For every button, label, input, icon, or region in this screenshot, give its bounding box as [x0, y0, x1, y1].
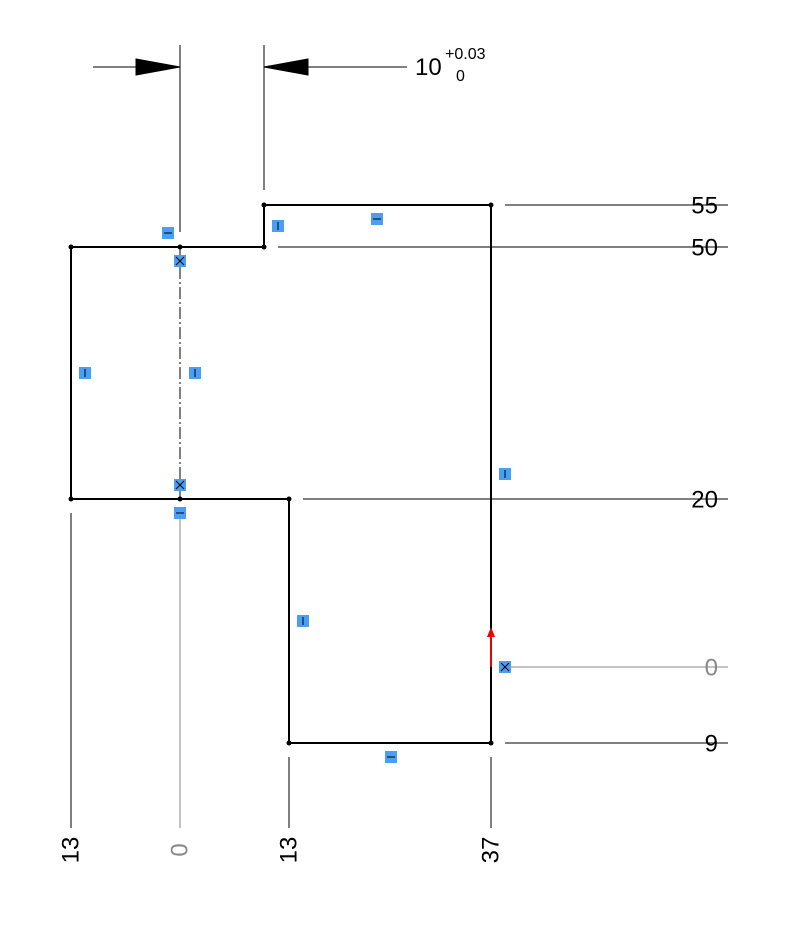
origin-arrow	[487, 627, 495, 637]
ordinate-label: 20	[691, 486, 718, 513]
vertex	[488, 202, 494, 208]
relation-glyph	[175, 256, 185, 266]
upper-tolerance: +0.03	[445, 46, 486, 63]
ordinate-label: 13	[275, 837, 302, 864]
vertex	[488, 740, 494, 746]
vertical-ordinate-lines	[278, 204, 728, 744]
ordinate-label: 0	[166, 843, 193, 856]
vertex	[177, 496, 183, 502]
ordinate-label: 55	[691, 192, 718, 219]
sketch-profile	[70, 204, 492, 744]
horizontal-ordinate-lines	[70, 513, 492, 828]
ordinate-label: 37	[477, 837, 504, 864]
ordinate-label: 0	[705, 654, 718, 681]
vertex	[286, 740, 292, 746]
vertex	[286, 496, 292, 502]
ordinate-label: 50	[691, 234, 718, 261]
arrowhead	[135, 58, 181, 76]
ordinate-label: 13	[57, 837, 84, 864]
vertex	[177, 244, 183, 250]
ordinate-label: 9	[705, 730, 718, 757]
vertex	[261, 202, 267, 208]
relation-glyph	[175, 480, 185, 490]
relation-glyph	[500, 662, 510, 672]
vertex	[261, 244, 267, 250]
vertex	[68, 244, 74, 250]
lower-tolerance: 0	[456, 68, 465, 85]
dimension-value: 10	[415, 54, 442, 81]
arrowhead	[263, 58, 309, 76]
vertex	[68, 496, 74, 502]
width-dimension	[93, 45, 407, 232]
